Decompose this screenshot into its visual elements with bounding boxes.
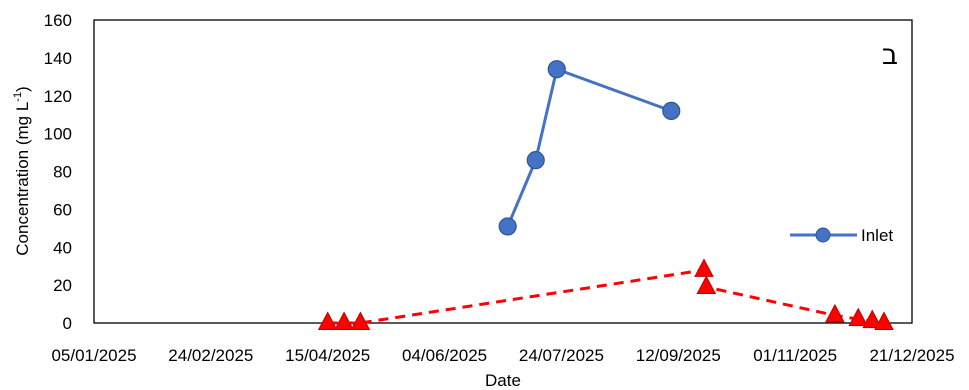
data-point <box>334 311 354 330</box>
data-point <box>526 151 545 170</box>
y-tick-label: 20 <box>53 276 72 295</box>
data-point <box>848 307 869 327</box>
series-layer <box>317 60 894 330</box>
x-axis-title: Date <box>485 371 521 390</box>
data-point <box>825 303 845 323</box>
x-tick-label: 21/12/2025 <box>869 346 954 365</box>
y-tick-label: 160 <box>44 11 72 30</box>
x-tick-label: 24/07/2025 <box>519 346 604 365</box>
plot-area <box>93 19 913 324</box>
data-point <box>317 311 338 330</box>
data-point <box>696 275 717 294</box>
y-tick-label: 100 <box>44 125 72 144</box>
data-point <box>694 258 714 277</box>
y-tick-label: 40 <box>53 238 72 257</box>
series-line <box>506 67 672 227</box>
panel-label: ב <box>882 38 898 71</box>
x-axis-ticks: 05/01/2025 24/02/2025 15/04/2025 04/06/2025… <box>51 346 954 365</box>
data-point <box>498 217 517 236</box>
legend: Inlet <box>790 226 893 245</box>
data-point <box>862 309 883 329</box>
data-point <box>547 60 566 79</box>
data-point <box>874 311 894 330</box>
legend-marker-inlet <box>815 227 831 243</box>
data-point <box>350 311 371 330</box>
y-tick-label: 60 <box>53 200 72 219</box>
y-tick-label: 140 <box>44 49 72 68</box>
x-tick-label: 01/11/2025 <box>753 346 837 365</box>
data-point <box>662 101 681 121</box>
y-tick-label: 0 <box>63 314 72 333</box>
x-tick-label: 12/09/2025 <box>636 346 721 365</box>
legend-label-inlet: Inlet <box>861 226 893 245</box>
x-tick-label: 15/04/2025 <box>285 346 370 365</box>
y-tick-label: 120 <box>44 87 72 106</box>
x-tick-label: 24/02/2025 <box>168 346 253 365</box>
x-tick-label: 05/01/2025 <box>51 346 136 365</box>
y-tick-label: 80 <box>53 163 72 182</box>
y-axis-ticks: 0 20 40 60 80 100 120 140 160 <box>44 11 72 333</box>
x-tick-label: 04/06/2025 <box>402 346 487 365</box>
y-axis-title: Concentration (mg L-1) <box>12 86 32 255</box>
